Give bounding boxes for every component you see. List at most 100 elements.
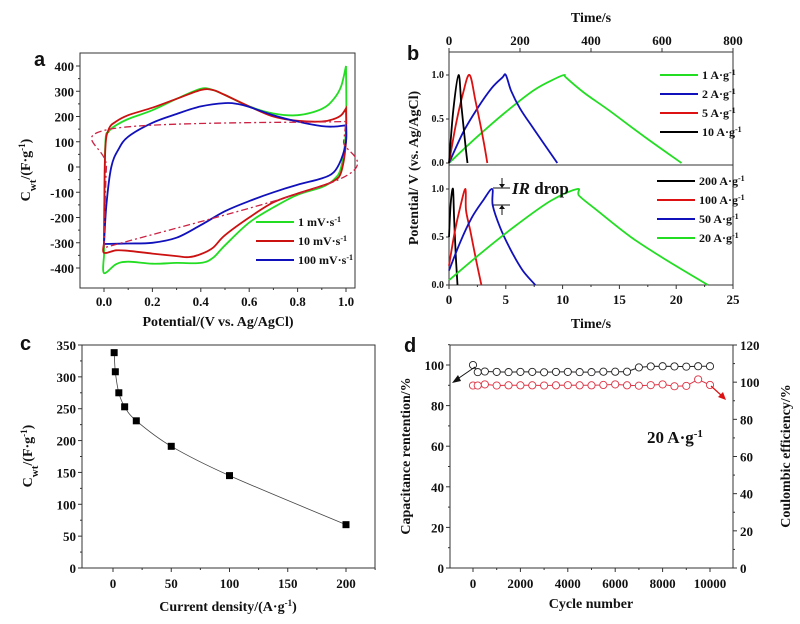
legend-label: 50 A·g-1 [699,212,739,227]
panel-c-rate-capability: c 0 50 100 150 200 0 50 100 150 200 250 300 350 Curr… [19,333,376,615]
reference-curve [91,120,359,249]
y-tick-label: 1.0 [432,70,445,81]
left-data-point [705,362,715,371]
y-tick-label: 100 [57,497,77,512]
axis-ticks-a: 0.0 0.2 0.4 0.6 0.8 1.0 400 300 200 100 0 -100 -200 -… [50,59,354,309]
left-data-point [528,367,537,376]
gcd-curve-bottom [448,188,709,286]
legend-item-top: 5 A·g-1 [660,106,736,120]
left-data-point [611,367,620,376]
right-data-point [504,381,513,390]
data-point [110,349,118,357]
rate-line [113,352,347,526]
right-y-tick-label: 100 [740,375,760,390]
gcd-curve-bottom [448,187,459,286]
left-y-tick-label: 20 [431,520,444,535]
legend-label: 200 A·g-1 [699,174,745,189]
legend-label: 20 A·g-1 [699,231,739,246]
right-data-point [473,381,482,390]
legend-item-bottom: 200 A·g-1 [657,174,745,189]
legend-item-bottom: 20 A·g-1 [657,231,739,246]
ir-drop-annotation: IR drop [493,178,569,215]
right-series-line [473,378,711,387]
data-point [226,472,233,480]
right-y-axis-label-d: Coulombic efficiency/% [779,384,794,527]
y-tick-label: 300 [57,370,77,385]
gcd-curve-top [448,74,469,164]
y-tick-label: 150 [57,465,77,480]
left-y-tick-label: 40 [431,480,444,495]
right-y-tick-label: 40 [740,487,753,502]
data-point [342,521,350,529]
rate-data [110,349,350,529]
legend-item: 100 mV·s-1 [256,253,353,267]
x-tick-label: 0.0 [96,294,112,309]
right-data-point [599,380,608,390]
x-tick-label: 0.8 [289,294,306,309]
ir-drop-label: IR drop [511,179,569,198]
legend-a: 1 mV·s-1 10 mV·s-1 100 mV·s-1 [256,215,353,267]
left-data-point [634,363,643,372]
right-data-point [587,381,596,390]
left-y-tick-label: 100 [425,358,445,373]
axis-indicator-arrows [452,366,726,400]
y-tick-label: 200 [57,434,77,449]
left-data-point [468,360,478,370]
data-point [111,368,119,376]
legend-item-bottom: 50 A·g-1 [657,212,739,227]
arrowhead-down-icon [499,184,505,188]
y-axis-label-c: Cwt/(F·g-1) [19,424,41,487]
top-x-tick-label: 400 [581,33,601,48]
left-series-line [472,364,710,373]
left-y-tick-label: 80 [431,399,444,414]
left-data-point [540,368,549,377]
bottom-x-axis-label-b: Time/s [571,317,612,332]
y-tick-label: -300 [50,236,74,251]
cv-curve-2 [103,102,348,245]
right-y-tick-label: 60 [740,450,753,465]
left-data-point [492,367,501,376]
y-tick-label: -100 [50,185,74,200]
cv-curve-0 [102,65,348,275]
x-tick-label: 10000 [694,576,727,591]
left-data-point [599,367,608,376]
plot-frame-c [81,344,376,569]
y-tick-label: 200 [55,110,75,125]
top-x-axis-label-b: Time/s [571,11,612,26]
x-tick-label: 0.6 [241,294,258,309]
y-tick-label: 1.0 [432,184,445,195]
y-tick-label: 0.5 [432,232,445,243]
data-point [167,442,175,450]
left-data-point [587,368,596,377]
right-data-point [563,381,572,390]
bottom-x-tick-label: 10 [556,292,569,307]
right-axis-arrow-icon [710,385,723,397]
x-tick-label: 200 [336,576,356,591]
y-tick-label: 50 [63,529,76,544]
left-data-point [623,367,632,376]
x-axis-label-a: Potential/(V vs. Ag/AgCl) [142,315,293,330]
y-tick-label: 0.0 [432,158,445,169]
arrowhead-up-icon [499,205,505,209]
left-data-point [646,362,655,371]
legend-b: 1 A·g-1 2 A·g-1 5 A·g-1 10 A·g-1 200 A·g-1 10… [657,68,745,246]
left-data-point [551,367,561,376]
left-data-point [480,367,489,376]
left-data-point [670,362,679,371]
x-axis-label-c: Current density/(A·g-1) [159,598,297,615]
legend-label: 1 mV·s-1 [298,215,341,230]
legend-item: 1 mV·s-1 [256,215,341,230]
gcd-curve-top [448,74,489,164]
right-data-point [528,381,537,390]
y-tick-label: 400 [55,59,75,74]
bottom-x-tick-label: 15 [613,292,627,307]
top-x-tick-label: 0 [446,33,453,48]
right-data-point [634,381,643,390]
y-tick-label: 350 [57,338,77,353]
right-data-point [492,381,501,390]
cv-curves [91,65,359,275]
right-data-point [575,381,584,390]
data-point [132,417,140,425]
right-data-point [516,381,525,390]
